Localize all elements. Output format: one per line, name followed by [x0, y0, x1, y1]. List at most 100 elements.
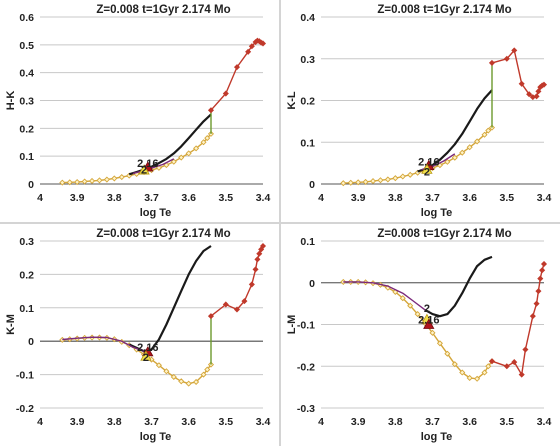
chart-panel-lm: -0.3 -0.2 -0.1 0 0.1 4 3.9 3.8 3.7 3.6 3.5 3.4 Z=0.0… — [281, 224, 560, 446]
data-point — [407, 302, 414, 309]
mass-marker — [421, 163, 433, 174]
data-point — [459, 149, 466, 156]
y-tick-label: -0.2 — [297, 361, 315, 373]
x-tick-label: 4 — [37, 416, 43, 428]
x-tick-label: 3.6 — [181, 192, 196, 204]
chart-svg: 0 0.1 0.2 0.3 0.4 0.5 0.6 4 3.9 3.8 3.7 3.6 3.5 3.4 Z=… — [5, 4, 271, 219]
y-tick-label: -0.2 — [16, 403, 34, 415]
data-point — [535, 88, 542, 95]
data-point — [540, 260, 548, 267]
x-tick-label: 4 — [37, 192, 43, 204]
data-point — [111, 175, 118, 182]
y-tick-label: 0 — [309, 179, 315, 191]
x-tick-label: 3.5 — [219, 416, 234, 428]
data-point — [259, 242, 267, 250]
data-point — [399, 173, 406, 180]
data-point — [488, 59, 495, 66]
data-point — [526, 91, 533, 98]
data-point — [207, 313, 214, 320]
data-point — [170, 158, 177, 165]
data-point — [178, 378, 185, 385]
x-tick-label: 3.6 — [462, 192, 477, 204]
data-point — [245, 48, 252, 55]
mass-marker — [138, 164, 150, 175]
y-tick-label: 0.1 — [19, 303, 34, 315]
chart-title: Z=0.008 t=1Gyr 2.174 Mo — [96, 4, 230, 16]
x-tick-label: 3.6 — [181, 416, 196, 428]
data-point — [241, 298, 248, 305]
data-point — [488, 358, 495, 365]
x-tick-label: 3.8 — [388, 192, 403, 204]
data-point — [88, 177, 96, 184]
data-point — [444, 158, 451, 165]
chart-panel-hk: 0 0.1 0.2 0.3 0.4 0.5 0.6 4 3.9 3.8 3.7 3.6 3.5 3.4 Z=… — [0, 0, 279, 222]
data-point — [451, 154, 458, 161]
x-tick-label: 3.4 — [256, 192, 271, 204]
series-line — [343, 281, 493, 380]
data-point — [369, 178, 377, 185]
data-point — [511, 359, 518, 366]
x-tick-label: 3.4 — [537, 416, 552, 428]
x-tick-label: 3.8 — [388, 416, 403, 428]
data-point — [488, 124, 496, 131]
data-point — [399, 295, 406, 302]
y-axis-label: H-K — [5, 91, 17, 111]
data-point — [204, 366, 211, 373]
data-point — [474, 138, 481, 145]
data-point — [222, 90, 229, 97]
data-point — [185, 380, 192, 387]
y-tick-label: 0.4 — [19, 68, 34, 80]
data-point — [259, 40, 267, 47]
x-tick-label: 3.5 — [500, 416, 515, 428]
data-point — [252, 266, 259, 273]
mass-marker — [423, 318, 435, 329]
data-point — [429, 329, 436, 336]
data-point — [155, 164, 162, 171]
y-tick-label: -0.1 — [16, 370, 34, 382]
data-point — [414, 311, 421, 318]
data-point — [355, 179, 362, 186]
data-point — [540, 81, 548, 88]
y-tick-label: -0.1 — [297, 320, 315, 332]
data-point — [103, 176, 110, 183]
data-point — [377, 177, 384, 184]
data-point — [392, 175, 399, 182]
data-point — [233, 306, 241, 313]
data-point — [200, 371, 207, 378]
annotation-label: 2 — [143, 352, 149, 364]
series-line — [210, 245, 264, 317]
series-line — [62, 336, 145, 352]
data-point — [118, 174, 125, 181]
x-tick-label: 3.5 — [500, 192, 515, 204]
data-point — [81, 178, 88, 185]
data-point — [248, 281, 255, 288]
data-point — [518, 80, 525, 87]
y-tick-label: 0.3 — [19, 236, 34, 248]
data-point — [533, 93, 540, 100]
data-point — [511, 47, 518, 54]
data-point — [518, 371, 525, 378]
data-point — [362, 178, 369, 185]
data-point — [535, 288, 542, 295]
data-point — [178, 154, 185, 161]
annotation-label: 2.16 — [418, 315, 439, 327]
data-point — [533, 300, 540, 307]
data-point — [59, 179, 66, 186]
data-point — [96, 177, 103, 184]
data-point — [384, 176, 391, 183]
data-point — [481, 369, 488, 376]
x-tick-label: 3.9 — [70, 416, 85, 428]
x-tick-label: 3.6 — [462, 416, 477, 428]
data-point — [537, 275, 544, 282]
y-tick-label: 0 — [28, 179, 34, 191]
data-point — [193, 378, 200, 385]
data-point — [185, 150, 192, 157]
x-tick-label: 3.4 — [537, 192, 552, 204]
y-tick-label: 0.3 — [19, 96, 34, 108]
annotation-label: 2.16 — [137, 158, 158, 170]
data-point — [485, 363, 492, 370]
y-axis-label: L-M — [286, 315, 298, 335]
data-point — [200, 139, 207, 146]
annotation-label: 2 — [424, 303, 430, 315]
